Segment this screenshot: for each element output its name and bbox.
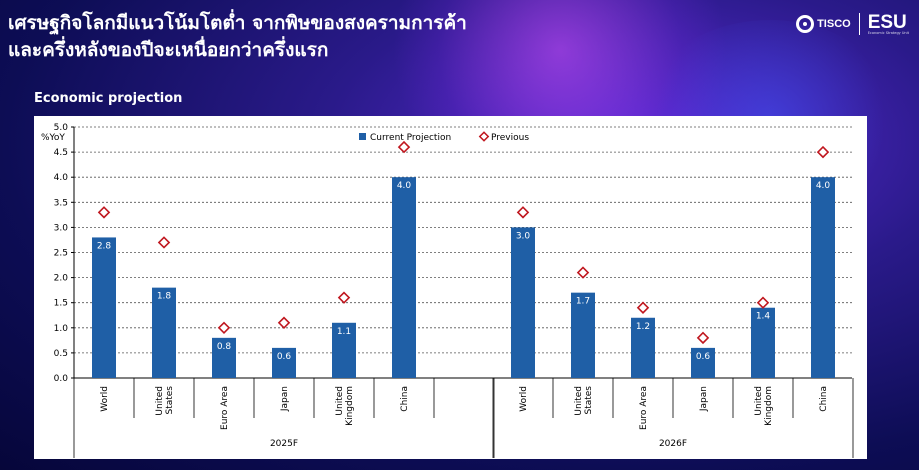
category-label: Euro Area bbox=[220, 386, 230, 430]
category-label: Kingdom bbox=[764, 386, 774, 426]
previous-marker bbox=[696, 331, 710, 345]
legend-current-swatch bbox=[359, 133, 366, 140]
bar-value-label: 1.1 bbox=[337, 327, 351, 337]
bar-value-label: 4.0 bbox=[816, 181, 831, 191]
bar bbox=[92, 237, 116, 378]
previous-marker bbox=[97, 206, 111, 219]
y-axis-label: %YoY bbox=[41, 133, 65, 143]
category-label: Kingdom bbox=[345, 386, 355, 426]
bar bbox=[691, 347, 715, 378]
tisco-logo-text: TISCO bbox=[817, 18, 851, 30]
category-label: States bbox=[165, 386, 175, 415]
y-tick-label: 4.0 bbox=[54, 173, 69, 183]
section-title: Economic projection bbox=[34, 91, 183, 106]
y-tick-label: 3.5 bbox=[54, 198, 68, 208]
header-logos: TISCO ESU Economic Strategy Unit bbox=[796, 10, 909, 38]
legend-previous-marker bbox=[478, 131, 490, 142]
previous-marker bbox=[157, 236, 171, 249]
previous-marker bbox=[636, 301, 650, 314]
chart-panel: 0.0 0.5 1.0 1.5 2.0 2.5 3.0 3.5 4.0 4.5 5.0 %YoY 2.8… bbox=[34, 116, 867, 459]
category-label: Euro Area bbox=[639, 386, 649, 430]
previous-marker bbox=[217, 321, 231, 335]
category-label: United bbox=[155, 386, 165, 416]
category-label: United bbox=[335, 386, 345, 416]
category-label: Japan bbox=[699, 386, 709, 412]
page-title-line1: เศรษฐกิจโลกมีแนวโน้มโตต่ำ จากพิษของสงครา… bbox=[8, 12, 467, 34]
legend-current-label: Current Projection bbox=[370, 133, 451, 143]
previous-marker bbox=[576, 266, 590, 279]
bar bbox=[272, 347, 296, 378]
bar bbox=[751, 307, 775, 378]
y-tick-label: 0.0 bbox=[54, 374, 69, 384]
bar-value-label: 3.0 bbox=[516, 231, 531, 241]
bar bbox=[332, 322, 356, 378]
y-tick-label: 2.0 bbox=[54, 274, 69, 284]
previous-marker bbox=[516, 206, 530, 219]
group-label: 2025F bbox=[270, 439, 298, 449]
category-label: World bbox=[519, 386, 529, 412]
y-tick-label: 1.0 bbox=[54, 324, 69, 334]
esu-logo: ESU Economic Strategy Unit bbox=[868, 13, 909, 36]
logo-divider bbox=[858, 13, 860, 35]
page-title: เศรษฐกิจโลกมีแนวโน้มโตต่ำ จากพิษของสงครา… bbox=[8, 10, 467, 64]
bar-value-label: 2.8 bbox=[97, 241, 112, 251]
bar-value-label: 0.6 bbox=[277, 352, 292, 362]
y-tick-label: 4.5 bbox=[54, 148, 68, 158]
bar-value-label: 0.6 bbox=[696, 352, 711, 362]
page-title-line2: และครึ่งหลังของปีจะเหนื่อยกว่าครึ่งแรก bbox=[8, 39, 329, 61]
category-label: World bbox=[100, 386, 110, 412]
group-label: 2026F bbox=[659, 439, 687, 449]
tisco-logo: TISCO bbox=[796, 15, 851, 33]
bar-value-label: 4.0 bbox=[397, 181, 412, 191]
category-label: United bbox=[754, 386, 764, 416]
bar bbox=[511, 227, 535, 378]
tisco-mark-icon bbox=[796, 15, 815, 33]
y-tick-label: 1.5 bbox=[54, 299, 68, 309]
previous-marker bbox=[816, 145, 830, 159]
category-label: States bbox=[584, 386, 594, 415]
y-tick-label: 0.5 bbox=[54, 349, 68, 359]
y-tick-label: 3.0 bbox=[54, 223, 69, 233]
bar bbox=[392, 177, 416, 378]
bar bbox=[571, 292, 595, 378]
category-label: Japan bbox=[280, 386, 290, 412]
previous-marker bbox=[397, 140, 411, 154]
bar-value-label: 1.2 bbox=[636, 322, 650, 332]
bar bbox=[152, 287, 176, 378]
economic-projection-chart: 0.0 0.5 1.0 1.5 2.0 2.5 3.0 3.5 4.0 4.5 5.0%YoY 2.8… bbox=[41, 123, 854, 458]
bar-value-label: 1.4 bbox=[756, 312, 771, 322]
category-label: United bbox=[574, 386, 584, 416]
esu-logo-text: ESU bbox=[867, 11, 907, 33]
y-tick-label: 2.5 bbox=[54, 249, 68, 259]
bar-value-label: 1.7 bbox=[576, 297, 590, 307]
previous-marker bbox=[277, 316, 291, 330]
bar bbox=[811, 177, 835, 378]
bar bbox=[212, 337, 236, 378]
bar bbox=[631, 317, 655, 378]
category-label: China bbox=[400, 386, 410, 412]
y-tick-label: 5.0 bbox=[54, 123, 69, 133]
bar-value-label: 1.8 bbox=[157, 292, 172, 302]
previous-marker bbox=[756, 296, 770, 309]
previous-marker bbox=[337, 291, 351, 304]
legend-previous-label: Previous bbox=[491, 133, 529, 143]
esu-logo-subtext: Economic Strategy Unit bbox=[867, 30, 909, 35]
category-label: China bbox=[819, 386, 829, 412]
bar-value-label: 0.8 bbox=[217, 342, 232, 352]
